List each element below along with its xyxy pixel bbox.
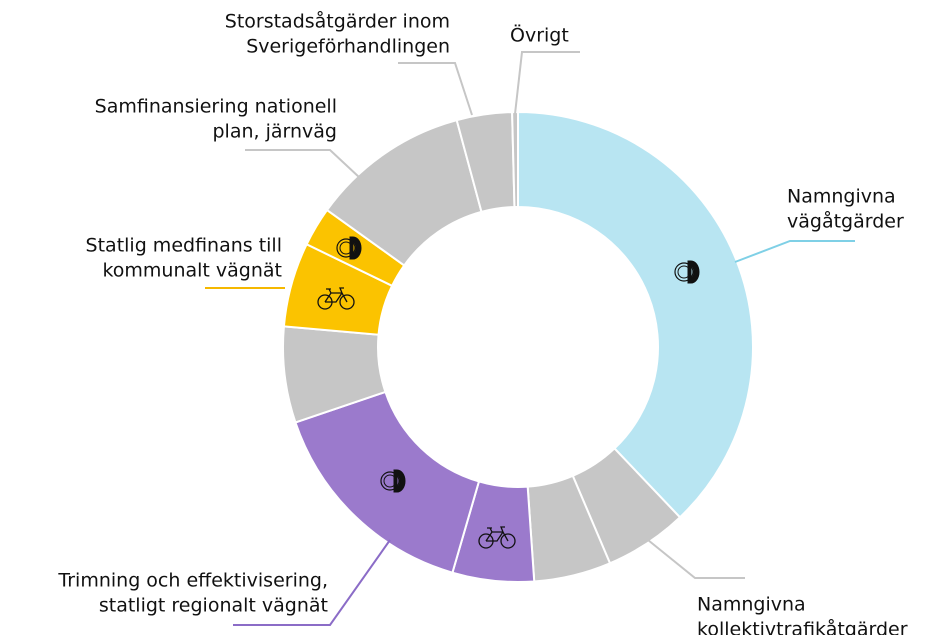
icon bbox=[324, 287, 348, 303]
segment-label: kollektivtrafikåtgärder bbox=[697, 618, 908, 635]
segment-label: Namngivna bbox=[697, 594, 806, 616]
segment-label: plan, järnväg bbox=[213, 121, 338, 143]
leader-line bbox=[398, 62, 473, 116]
segment-label: vägåtgärder bbox=[787, 210, 904, 233]
donut-segment bbox=[517, 110, 754, 519]
icon bbox=[380, 471, 400, 491]
leader-line bbox=[647, 539, 745, 579]
segment-label: Samfinansiering nationell bbox=[95, 96, 337, 118]
icon bbox=[349, 236, 362, 260]
leader-line bbox=[514, 51, 580, 115]
segment-label: Namngivna bbox=[787, 186, 896, 208]
icon bbox=[674, 262, 694, 282]
leader-line bbox=[233, 539, 391, 626]
labels: NamngivnavägåtgärderNamngivnakollektivtr… bbox=[57, 10, 907, 635]
icon bbox=[336, 238, 356, 258]
segment-label: Sverigeförhandlingen bbox=[246, 36, 450, 58]
segment-label: Trimning och effektivisering, bbox=[57, 570, 328, 592]
leader-line bbox=[245, 149, 361, 179]
icons bbox=[317, 236, 700, 549]
segment-label: Statlig medfinans till bbox=[86, 235, 282, 257]
icon bbox=[687, 260, 700, 284]
donut bbox=[282, 110, 754, 583]
segment-label: Övrigt bbox=[510, 24, 569, 47]
icon bbox=[339, 294, 355, 310]
segment-label: kommunalt vägnät bbox=[102, 260, 282, 282]
icon bbox=[393, 469, 406, 493]
icon bbox=[500, 533, 516, 549]
segment-label: Storstadsåtgärder inom bbox=[225, 10, 450, 33]
icon bbox=[485, 526, 509, 542]
donut-segment bbox=[511, 110, 519, 209]
leader-line bbox=[734, 240, 855, 263]
segment-label: statligt regionalt vägnät bbox=[99, 595, 328, 617]
